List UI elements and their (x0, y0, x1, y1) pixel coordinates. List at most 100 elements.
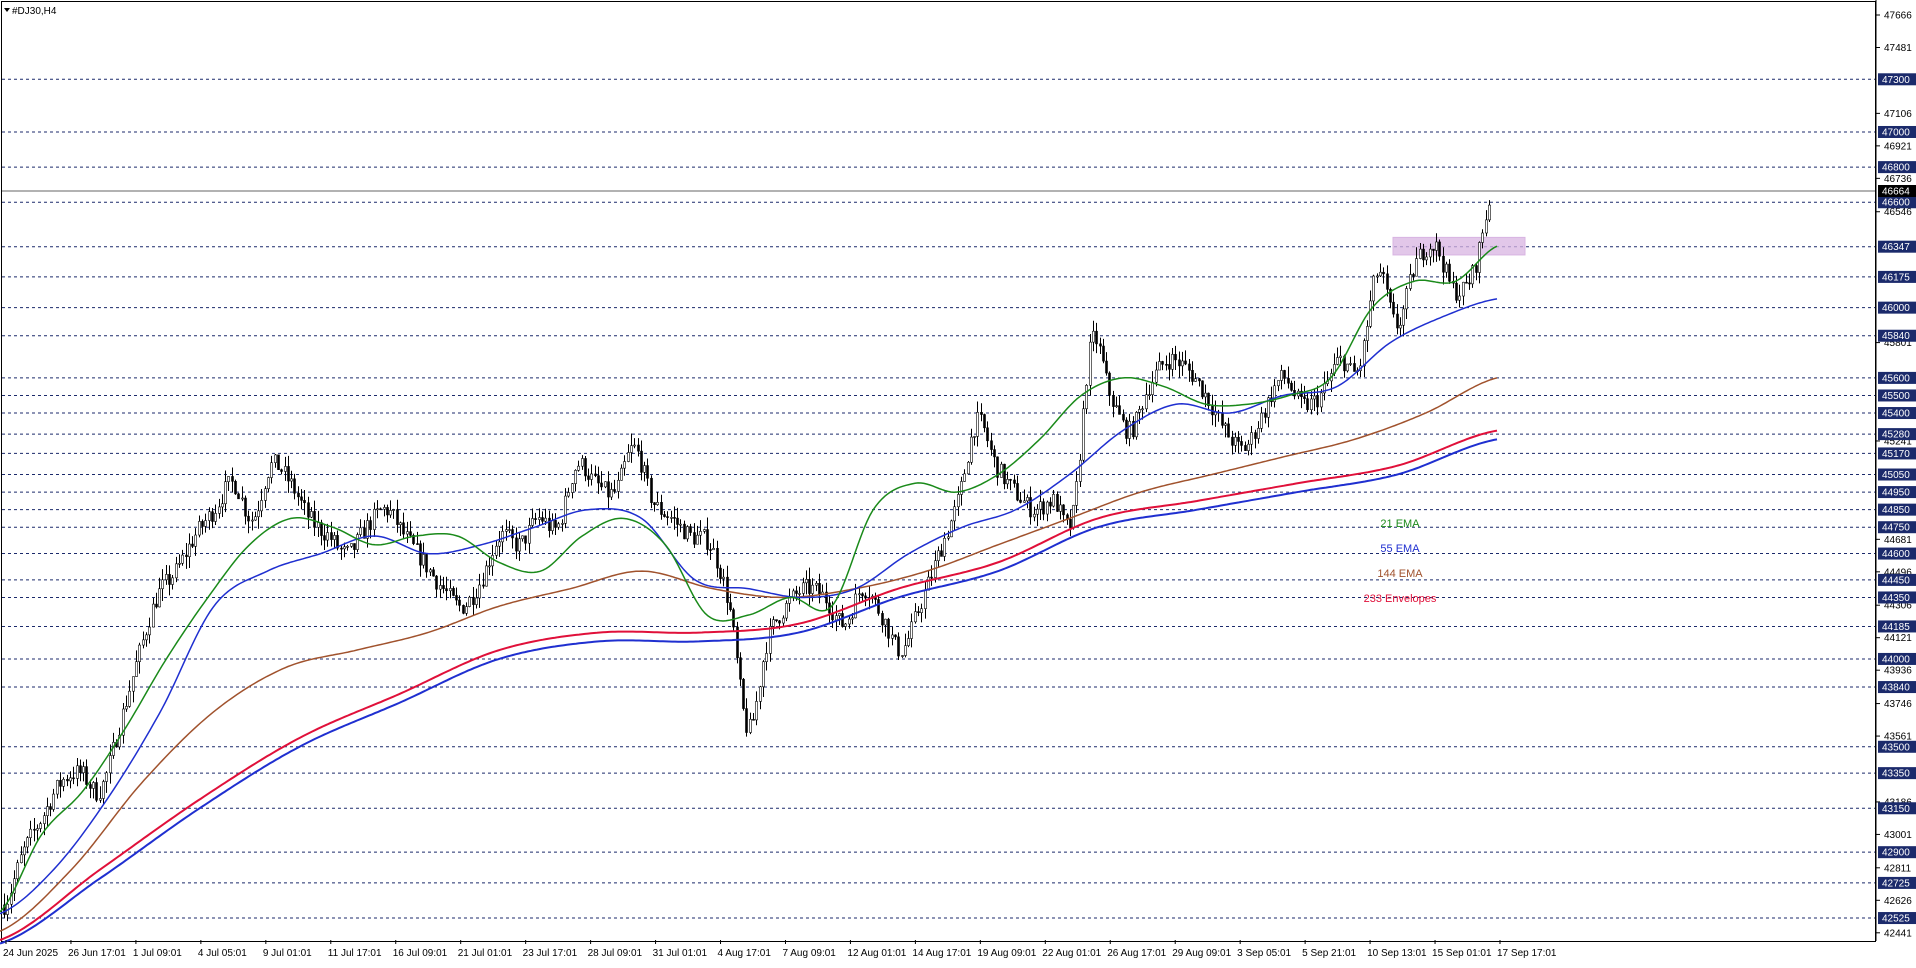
price-tick-label: 42626 (1884, 896, 1912, 907)
candle-body (990, 440, 993, 450)
candle-body (1178, 359, 1181, 367)
level-badge (1878, 591, 1916, 604)
level-badge (1878, 573, 1916, 586)
time-tick-label: 16 Jul 09:01 (393, 948, 448, 959)
candle-body (1455, 282, 1458, 301)
candle-body (663, 514, 666, 517)
candle-body (963, 473, 966, 482)
candle-body (1174, 354, 1177, 361)
candle-body (980, 412, 983, 415)
candle-body (465, 606, 468, 614)
level-label: 45050 (1882, 470, 1910, 481)
ema-144-line (0, 377, 1498, 932)
candle-body (848, 618, 851, 625)
candle-body (917, 611, 920, 613)
time-tick-label: 10 Sep 13:01 (1367, 948, 1427, 959)
candle-body (185, 554, 188, 557)
candle-body (633, 444, 636, 447)
candle-body (729, 602, 732, 610)
candle-body (303, 500, 306, 504)
candle-body (1432, 248, 1435, 251)
candle-body (1415, 258, 1418, 277)
candle-body (1369, 300, 1372, 327)
candle-body (293, 478, 296, 494)
time-tick-label: 29 Aug 09:01 (1172, 948, 1231, 959)
price-tick-label: 45801 (1884, 338, 1912, 349)
candle-body (175, 563, 178, 579)
level-label: 46800 (1882, 163, 1910, 174)
candle-body (135, 661, 138, 677)
candle-body (363, 527, 366, 539)
level-label: 47300 (1882, 75, 1910, 86)
candle-body (224, 481, 227, 505)
candle-body (392, 509, 395, 511)
resistance-zone[interactable] (1392, 236, 1526, 256)
candle-body (623, 461, 626, 469)
candle-body (49, 806, 52, 810)
candle-body (148, 626, 151, 636)
candle-body (630, 445, 633, 453)
candle-body (161, 579, 164, 590)
candle-body (340, 547, 343, 550)
candle-body (627, 452, 630, 462)
level-label: 45840 (1882, 331, 1910, 342)
candle-body (495, 545, 498, 556)
time-tick-label: 15 Sep 01:01 (1432, 948, 1492, 959)
candle-body (811, 584, 814, 594)
candle-body (449, 588, 452, 592)
price-tick-label: 44681 (1884, 535, 1912, 546)
time-tick-label: 26 Jun 17:01 (68, 948, 126, 959)
candle-body (508, 529, 511, 531)
candle-body (1290, 382, 1293, 391)
candle-body (56, 780, 59, 795)
candle-body (1336, 357, 1339, 365)
candle-body (745, 708, 748, 733)
candle-body (201, 521, 204, 527)
candle-body (957, 494, 960, 508)
candle-body (1419, 248, 1422, 259)
candle-body (475, 597, 478, 605)
candle-body (76, 765, 79, 779)
candle-body (1191, 370, 1194, 382)
level-label: 46347 (1882, 242, 1910, 253)
candle-body (23, 846, 26, 856)
candle-body (581, 458, 584, 467)
candle-body (43, 815, 46, 824)
candle-body (10, 892, 13, 905)
candle-body (105, 772, 108, 782)
candle-body (656, 502, 659, 505)
level-badge (1878, 447, 1916, 460)
candle-body (1442, 255, 1445, 273)
candle-body (1422, 248, 1425, 261)
candle-body (835, 615, 838, 621)
candle-body (1165, 364, 1168, 366)
candle-body (1366, 326, 1369, 341)
candle-body (1475, 265, 1478, 273)
candle-body (986, 427, 989, 442)
price-tick-label: 43561 (1884, 732, 1912, 743)
candle-body (841, 613, 844, 627)
level-badge (1878, 329, 1916, 342)
zone-layer (1392, 236, 1526, 256)
candle-body (587, 475, 590, 480)
level-badge (1878, 740, 1916, 753)
candle-body (343, 546, 346, 550)
candle-body (940, 550, 943, 557)
candle-body (736, 626, 739, 659)
level-label: 44600 (1882, 549, 1910, 560)
candle-body (1399, 324, 1402, 329)
candle-body (399, 522, 402, 525)
price-tick-label: 46736 (1884, 174, 1912, 185)
candle-body (1382, 271, 1385, 275)
candle-body (366, 520, 369, 539)
level-badge (1878, 681, 1916, 694)
candle-body (1042, 501, 1045, 515)
candle-body (36, 828, 39, 831)
candle-body (501, 531, 504, 543)
candle-body (1267, 397, 1270, 418)
candle-body (1221, 412, 1224, 426)
chevron-down-icon[interactable] (4, 8, 10, 12)
candle-body (650, 477, 653, 503)
